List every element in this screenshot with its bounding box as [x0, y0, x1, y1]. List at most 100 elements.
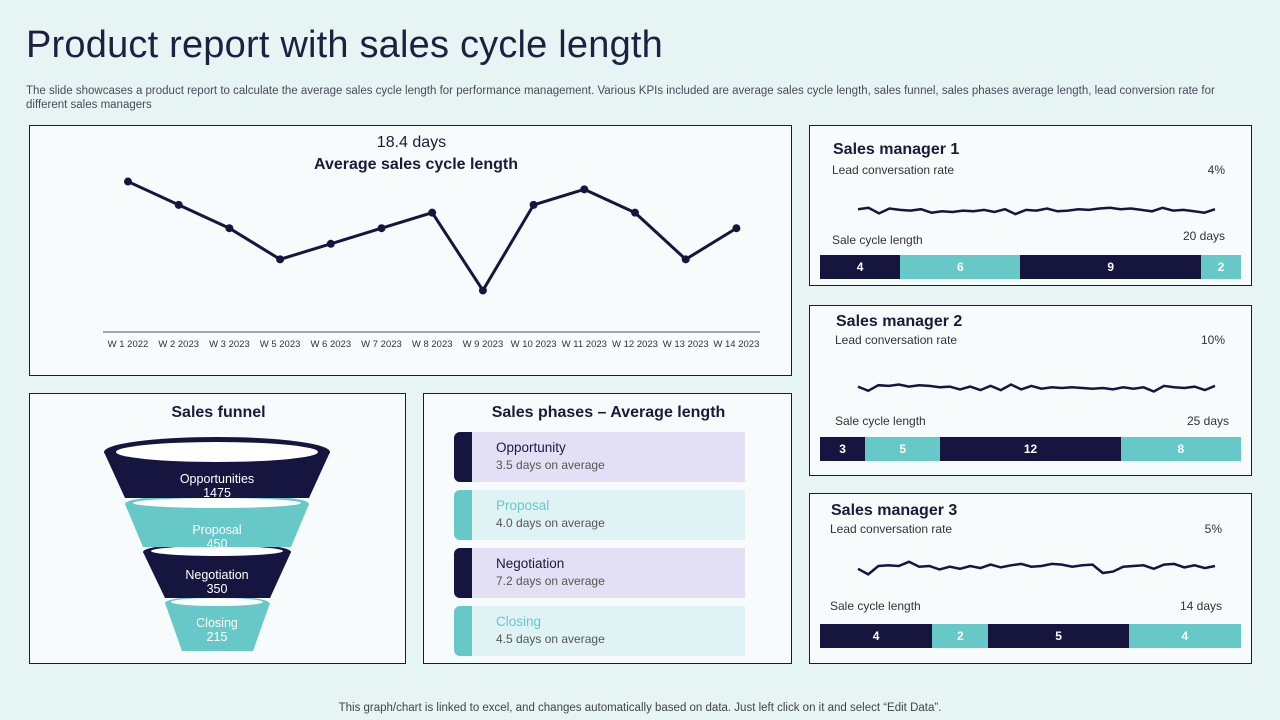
sales-phases-title: Sales phases – Average length: [491, 404, 726, 421]
phase-card: Proposal 4.0 days on average: [472, 490, 745, 540]
data-point: [428, 208, 437, 217]
data-point: [326, 239, 335, 248]
funnel-stage-name: Closing: [196, 616, 238, 630]
series-line: [127, 180, 738, 294]
sparkline-path: [857, 383, 1216, 393]
phase-name: Proposal: [496, 498, 550, 513]
cycle-segment: 9: [1020, 255, 1201, 279]
funnel-stage-name: Proposal: [192, 523, 242, 537]
lead-rate-label: Lead conversation rate: [835, 333, 958, 347]
avg-cycle-chart-panel[interactable]: 18.4 days Average sales cycle length W 1…: [29, 125, 792, 376]
funnel-stage-value: 450: [206, 537, 228, 551]
x-tick-label: W 11 2023: [562, 339, 607, 350]
funnel-stage-name: Negotiation: [185, 568, 249, 582]
funnel-negotiation-rim-inner: [151, 546, 283, 556]
lead-rate-value: 5%: [1204, 522, 1222, 536]
cycle-length-label: Sale cycle length: [835, 414, 926, 428]
phase-row-opportunity[interactable]: Opportunity 3.5 days on average: [454, 432, 745, 482]
phase-name: Opportunity: [496, 440, 566, 455]
sales-phases-panel[interactable]: Sales phases – Average length Opportunit…: [423, 393, 792, 664]
manager-name: Sales manager 2: [836, 313, 963, 330]
cycle-length-value: 20 days: [1182, 229, 1225, 243]
manager-name: Sales manager 3: [831, 502, 958, 519]
data-point: [174, 200, 183, 209]
manager-2-cycle-bar: 3 5 12 8: [820, 437, 1241, 461]
data-point: [225, 224, 234, 233]
phase-card: Closing 4.5 days on average: [472, 606, 745, 656]
x-tick-label: W 7 2023: [361, 339, 402, 350]
x-tick-label: W 3 2023: [209, 339, 250, 350]
x-tick-label: W 1 2022: [108, 339, 149, 350]
x-tick-label: W 5 2023: [260, 339, 301, 350]
phase-average: 4.5 days on average: [496, 632, 605, 646]
sales-manager-2-panel[interactable]: Sales manager 2 Lead conversation rate 1…: [809, 305, 1252, 476]
funnel-proposal-rim-inner: [133, 498, 301, 508]
sparkline-path: [857, 560, 1216, 576]
page-title: Product report with sales cycle length: [26, 24, 664, 66]
avg-cycle-line-chart: W 1 2022 W 2 2023 W 3 2023 W 5 2023 W 6 2023…: [103, 177, 760, 350]
footer-note: This graph/chart is linked to excel, and…: [338, 702, 942, 714]
x-tick-label: W 13 2023: [663, 339, 709, 350]
phase-name: Negotiation: [496, 556, 565, 571]
funnel-proposal-body: [125, 504, 309, 547]
funnel-stage-value: 215: [206, 630, 228, 644]
cycle-length-label: Sale cycle length: [830, 599, 921, 613]
data-point: [631, 208, 639, 217]
data-point: [478, 286, 487, 295]
funnel-stage-value: 1475: [203, 486, 231, 500]
sales-funnel-panel[interactable]: Sales funnel Opportunities 1475 Proposal…: [29, 393, 406, 664]
data-point: [529, 200, 538, 209]
phase-card: Negotiation 7.2 days on average: [472, 548, 745, 598]
cycle-length-value: 14 days: [1179, 599, 1222, 613]
cycle-segment: 2: [1200, 255, 1241, 279]
cycle-segment: 4: [820, 624, 933, 648]
lead-rate-label: Lead conversation rate: [830, 522, 953, 536]
cycle-segment: 8: [1120, 437, 1241, 461]
funnel-stage-name: Opportunities: [179, 472, 255, 486]
data-point: [580, 185, 589, 194]
funnel-negotiation-body: [143, 552, 291, 598]
manager-3-sparkline: [857, 560, 1216, 576]
x-tick-label: W 6 2023: [310, 339, 351, 350]
cycle-segment: 6: [900, 255, 1021, 279]
data-point: [377, 224, 386, 233]
cycle-segment: 4: [1128, 624, 1241, 648]
lead-rate-label: Lead conversation rate: [832, 163, 955, 177]
data-point: [681, 255, 690, 264]
phase-card: Opportunity 3.5 days on average: [472, 432, 745, 482]
x-tick-label: W 12 2023: [612, 339, 658, 350]
data-point: [276, 255, 285, 264]
cycle-segment: 5: [988, 624, 1129, 648]
funnel-closing-rim-inner: [171, 598, 263, 606]
phase-row-closing[interactable]: Closing 4.5 days on average: [454, 606, 745, 656]
cycle-segment: 5: [865, 437, 941, 461]
cycle-segment: 3: [820, 437, 866, 461]
x-tick-label: W 8 2023: [412, 339, 453, 350]
lead-rate-value: 10%: [1200, 333, 1225, 347]
phase-row-proposal[interactable]: Proposal 4.0 days on average: [454, 490, 745, 540]
phase-row-negotiation[interactable]: Negotiation 7.2 days on average: [454, 548, 745, 598]
phase-accent: [454, 548, 472, 598]
x-tick-label: W 10 2023: [511, 339, 557, 350]
sales-funnel-graphic: [104, 437, 330, 651]
cycle-segment: 12: [940, 437, 1121, 461]
funnel-closing-body: [165, 603, 270, 651]
x-tick-label: W 2 2023: [158, 339, 199, 350]
funnel-label-proposal: Proposal 450: [147, 523, 287, 551]
funnel-opportunities-rim-inner: [116, 442, 318, 462]
x-tick-label: W 14 2023: [713, 339, 759, 350]
phase-accent: [454, 490, 472, 540]
phase-average: 7.2 days on average: [496, 574, 605, 588]
sales-manager-3-panel[interactable]: Sales manager 3 Lead conversation rate 5…: [809, 493, 1252, 664]
sales-funnel-title: Sales funnel: [171, 404, 266, 421]
phase-accent: [454, 606, 472, 656]
funnel-label-opportunities: Opportunities 1475: [147, 472, 287, 500]
phase-average: 3.5 days on average: [496, 458, 605, 472]
manager-1-sparkline: [857, 206, 1216, 216]
funnel-label-closing: Closing 215: [147, 616, 287, 644]
avg-cycle-title: Average sales cycle length: [314, 156, 518, 173]
sales-manager-1-panel[interactable]: Sales manager 1 Lead conversation rate 4…: [809, 125, 1252, 286]
data-point: [732, 224, 741, 233]
